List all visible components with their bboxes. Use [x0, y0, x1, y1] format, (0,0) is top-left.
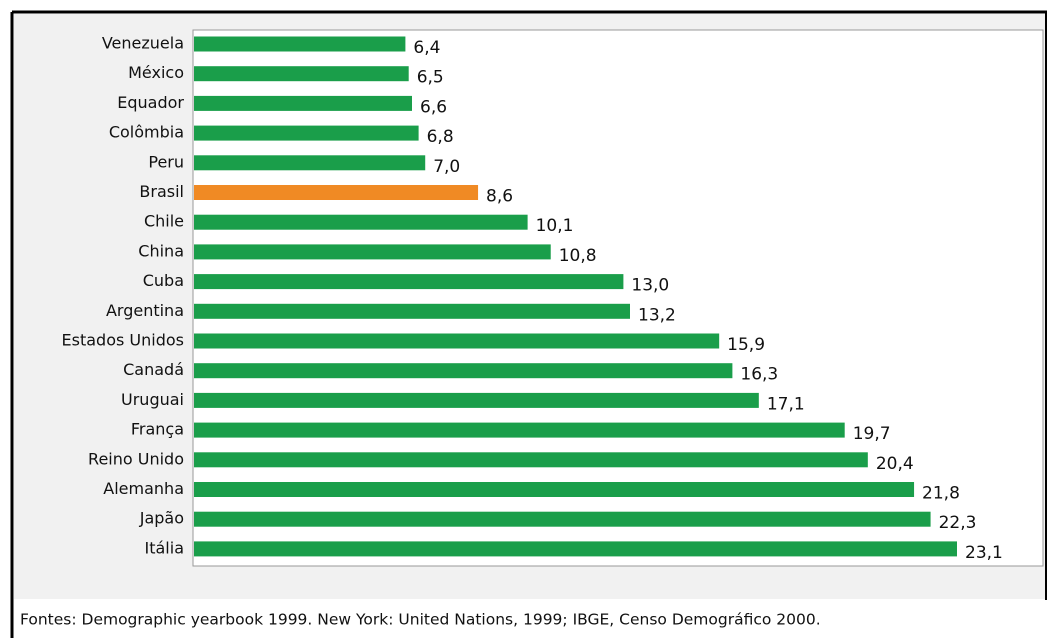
- bar: [194, 244, 551, 260]
- category-label: Alemanha: [103, 479, 184, 498]
- bar: [194, 125, 419, 141]
- category-label: Reino Unido: [88, 449, 184, 468]
- category-label: México: [128, 63, 184, 82]
- source-note: Fontes: Demographic yearbook 1999. New Y…: [20, 611, 821, 629]
- value-label: 17,1: [767, 394, 805, 414]
- category-label: Brasil: [139, 182, 184, 201]
- category-label: Argentina: [106, 301, 184, 320]
- value-label: 13,0: [631, 276, 669, 296]
- bar: [194, 185, 479, 200]
- bar: [194, 482, 915, 497]
- value-label: 6,5: [417, 68, 444, 88]
- bar: [194, 511, 931, 527]
- category-label: Peru: [148, 152, 184, 171]
- plot-area: [192, 29, 1044, 567]
- value-label: 23,1: [965, 543, 1003, 563]
- value-label: 6,4: [413, 38, 440, 58]
- category-label: Estados Unidos: [62, 331, 184, 350]
- bar: [194, 66, 409, 82]
- value-label: 20,4: [876, 454, 914, 474]
- bar: [194, 95, 412, 111]
- value-label: 22,3: [939, 513, 977, 533]
- category-label: Japão: [139, 509, 184, 528]
- value-label: 13,2: [638, 305, 676, 325]
- value-label: 21,8: [922, 484, 960, 504]
- category-label: Itália: [145, 538, 185, 557]
- bar: [194, 422, 845, 438]
- category-label: Equador: [117, 93, 184, 112]
- bar: [194, 214, 528, 230]
- bar: [194, 452, 868, 468]
- category-label: Colômbia: [109, 123, 184, 142]
- category-label: China: [138, 241, 184, 260]
- value-label: 6,8: [427, 127, 454, 147]
- value-label: 6,6: [420, 97, 447, 117]
- category-label: França: [131, 420, 184, 439]
- value-label: 8,6: [486, 187, 513, 207]
- value-label: 19,7: [853, 424, 891, 444]
- category-label: Cuba: [143, 271, 184, 290]
- value-label: 16,3: [740, 365, 778, 385]
- category-label: Venezuela: [102, 34, 184, 53]
- bar: [194, 392, 759, 408]
- category-label: Chile: [144, 212, 184, 231]
- bar: [194, 333, 720, 349]
- value-label: 10,1: [536, 216, 574, 236]
- bar: [194, 155, 426, 171]
- bar: [194, 363, 733, 379]
- bar: [194, 36, 406, 52]
- value-label: 15,9: [727, 335, 765, 355]
- bar: [194, 303, 630, 319]
- bar: [194, 274, 624, 290]
- value-label: 10,8: [559, 246, 597, 266]
- value-label: 7,0: [433, 157, 460, 177]
- bar: [194, 541, 957, 557]
- category-label: Canadá: [123, 360, 184, 379]
- category-label: Uruguai: [121, 390, 184, 409]
